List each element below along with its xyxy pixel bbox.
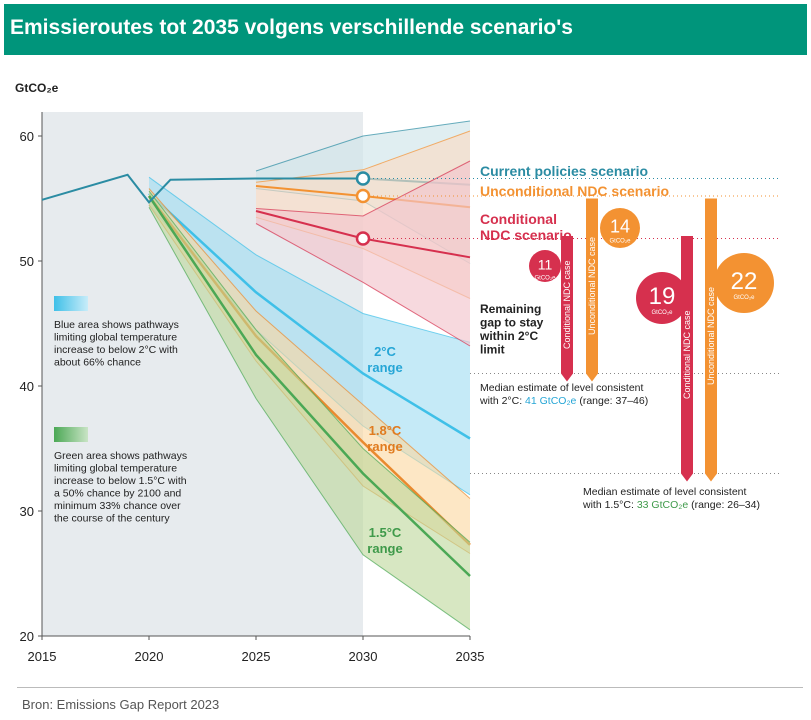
median-2c-annotation: with 2°C: 41 GtCO₂e (range: 37–46) (479, 395, 648, 407)
green-legend-text: limiting global temperature (54, 463, 177, 475)
pathway-median-line (147, 195, 471, 577)
source-note: Bron: Emissions Gap Report 2023 (22, 697, 220, 712)
pathway-upper-line (148, 188, 471, 499)
blue-legend-swatch (54, 296, 88, 311)
pathway-median-line (148, 192, 471, 440)
gap-bar: Conditional NDC case (561, 236, 573, 382)
scenario-label-conditional-ndc: Conditional (480, 211, 557, 227)
median-15c-annotation: with 1.5°C: 33 GtCO₂e (range: 26–34) (582, 499, 760, 511)
green-legend-text: a 50% chance by 2100 and (54, 488, 181, 500)
pathway-range-band (149, 177, 470, 495)
gap-bar-label: Conditional NDC case (682, 310, 692, 399)
gap-bar-label: Unconditional NDC case (587, 237, 597, 335)
gap-value-unit: GtCO₂e (734, 295, 756, 301)
green-legend-text: Green area shows pathways (54, 450, 187, 462)
remaining-gap-label: Remaining (480, 302, 541, 316)
pathway-upper-line (148, 176, 471, 343)
scenario-2030-marker (355, 188, 371, 204)
median-2c-annotation: Median estimate of level consistent (480, 382, 643, 394)
x-tick-label: 2035 (456, 649, 485, 664)
gap-value-circle (600, 208, 640, 248)
gap-bar-arrow (705, 198, 717, 482)
gap-bar-arrow (561, 236, 573, 382)
pathway-range-band (149, 191, 470, 630)
blue-legend-text: limiting global temperature (54, 332, 177, 344)
pathway-range-label: 1.8°C (369, 423, 402, 438)
scenario-lower-line (255, 223, 471, 347)
gap-value-label: 19 (649, 283, 676, 310)
gap-bar: Unconditional NDC case (586, 198, 598, 382)
scenario-label-conditional-ndc: NDC scenario (480, 227, 572, 243)
scenario-range-band (256, 161, 470, 346)
x-tick-label: 2025 (242, 649, 271, 664)
x-tick-label: 2030 (349, 649, 378, 664)
gap-bar-arrow (586, 198, 598, 382)
remaining-gap-label: limit (480, 343, 505, 357)
gap-bar-label: Conditional NDC case (562, 260, 572, 349)
x-tick-label: 2020 (135, 649, 164, 664)
y-tick-label: 40 (20, 379, 34, 394)
gap-value-circle (636, 272, 688, 324)
gap-value-unit: GtCO₂e (610, 239, 632, 245)
title-bar: Emissieroutes tot 2035 volgens verschill… (4, 4, 807, 55)
y-tick-label: 20 (20, 629, 34, 644)
page-title: Emissieroutes tot 2035 volgens verschill… (10, 16, 573, 39)
scenario-upper-line (255, 120, 471, 172)
gap-bar: Conditional NDC case (681, 236, 693, 482)
remaining-gap-label: within 2°C (479, 329, 538, 343)
gap-value-label: 11 (538, 257, 553, 273)
median-15c-annotation: Median estimate of level consistent (583, 486, 746, 498)
gap-value-label: 22 (731, 268, 758, 295)
gap-value-circle (714, 253, 774, 313)
gap-bar-label: Unconditional NDC case (706, 287, 716, 385)
gap-bar: Unconditional NDC case (705, 198, 717, 482)
scenario-label-current-policies: Current policies scenario (480, 163, 648, 179)
pathway-lower-line (148, 207, 471, 631)
green-legend-text: minimum 33% chance over (54, 500, 181, 512)
green-legend-text: the course of the century (54, 513, 170, 525)
footer-divider (17, 687, 803, 688)
y-axis-label: GtCO₂e (15, 81, 59, 95)
scenario-2030-marker (355, 231, 371, 246)
scenario-upper-line (255, 160, 471, 217)
y-tick-label: 50 (20, 254, 34, 269)
pathway-range-label: 1.5°C (369, 525, 402, 540)
pathway-range-label: range (367, 439, 402, 454)
x-tick-label: 2015 (28, 649, 57, 664)
pathway-range-band (149, 188, 470, 554)
gap-value-label: 14 (610, 217, 630, 237)
pathway-upper-line (148, 190, 471, 543)
gap-value-circle (529, 250, 561, 282)
pathway-range-label: range (367, 360, 402, 375)
blue-legend-text: increase to below 2°C with (54, 344, 178, 356)
green-legend-swatch (54, 427, 88, 442)
gap-value-unit: GtCO₂e (652, 310, 674, 316)
historical-emissions-line (41, 173, 363, 204)
blue-legend-text: about 66% chance (54, 357, 141, 369)
remaining-gap-label: gap to stay (480, 316, 544, 330)
blue-legend-text: Blue area shows pathways (54, 319, 179, 331)
scenario-label-unconditional-ndc: Unconditional NDC scenario (480, 183, 669, 199)
y-tick-label: 60 (20, 129, 34, 144)
green-legend-text: increase to below 1.5°C with (54, 475, 187, 487)
pathway-range-label: 2°C (374, 344, 396, 359)
pathway-range-label: range (367, 541, 402, 556)
y-tick-label: 30 (20, 504, 34, 519)
gap-value-unit: GtCO₂e (535, 276, 557, 282)
scenario-2030-marker (355, 171, 371, 186)
